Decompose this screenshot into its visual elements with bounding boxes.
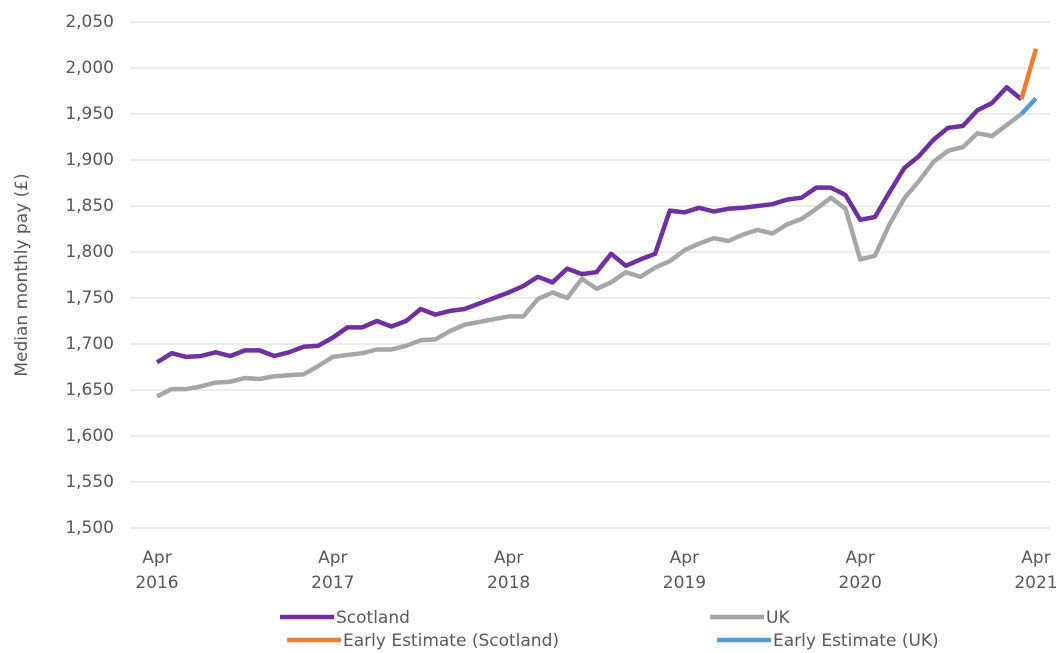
- y-tick-label: 1,500: [65, 518, 114, 538]
- series-line: [1019, 96, 1038, 116]
- x-tick-label: Apr 2019: [662, 548, 707, 593]
- series-line: [1019, 48, 1039, 100]
- y-tick-label: 1,750: [65, 288, 114, 308]
- x-tick-label: Apr 2018: [486, 548, 531, 593]
- x-tick-label: Apr 2020: [838, 548, 882, 593]
- y-tick-label: 1,550: [65, 472, 114, 492]
- y-tick-label: 1,650: [65, 380, 114, 400]
- y-tick-label: 1,600: [65, 426, 114, 446]
- y-tick-label: 1,800: [65, 242, 114, 262]
- x-tick-label: Apr 2021: [1014, 548, 1058, 593]
- legend-label: UK: [766, 608, 790, 628]
- y-tick-label: 2,000: [65, 58, 114, 78]
- x-tick-label: Apr 2016: [135, 548, 179, 593]
- legend-label: Early Estimate (Scotland): [343, 631, 559, 651]
- x-tick-label: Apr 2017: [311, 548, 355, 593]
- y-tick-label: 1,700: [65, 334, 114, 354]
- y-tick-label: 2,050: [65, 12, 114, 32]
- series-line: [155, 112, 1023, 399]
- y-tick-label: 1,900: [65, 150, 114, 170]
- series-line: [155, 85, 1023, 365]
- legend-label: Early Estimate (UK): [773, 631, 939, 651]
- y-axis-label: Median monthly pay (£): [12, 173, 32, 376]
- y-tick-label: 1,950: [65, 104, 114, 124]
- y-tick-label: 1,850: [65, 196, 114, 216]
- legend-label: Scotland: [336, 608, 410, 628]
